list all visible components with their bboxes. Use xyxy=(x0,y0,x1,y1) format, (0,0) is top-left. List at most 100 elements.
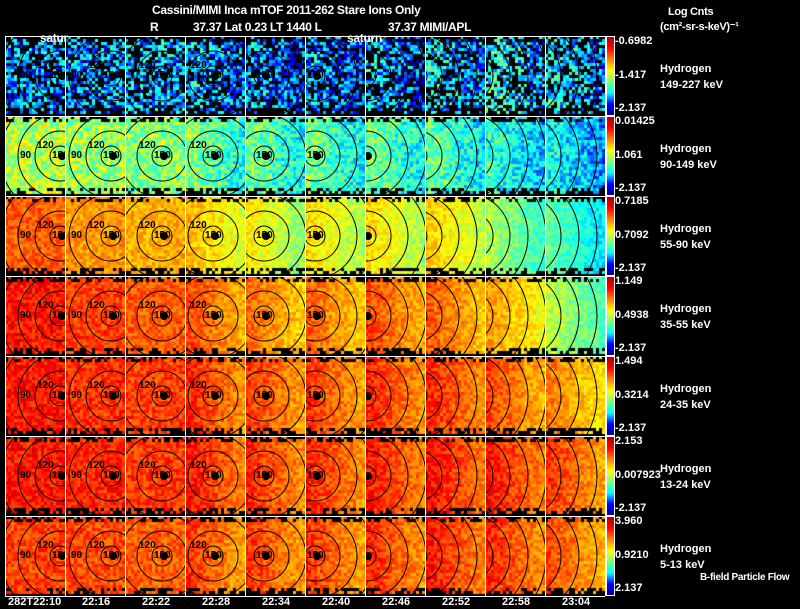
contour-line xyxy=(410,276,425,356)
species-label: Hydrogen 24-35 keV xyxy=(660,381,711,413)
contour-line xyxy=(151,145,173,167)
heatmap-cells xyxy=(485,196,545,276)
contour-line xyxy=(534,116,545,196)
pitch-angle-contours: 150 xyxy=(245,276,305,356)
heatmap-cells xyxy=(245,116,305,196)
contour-line xyxy=(136,130,185,182)
time-tick-label: 22:34 xyxy=(262,596,291,608)
contour-line xyxy=(202,65,224,87)
heatmap-cells xyxy=(485,276,545,356)
panel-r1-c0: 15012090 xyxy=(5,116,65,196)
contour-line xyxy=(34,50,65,102)
pitch-angle-contours: 15012090 xyxy=(65,116,125,196)
contour-line xyxy=(187,290,239,342)
contour-line xyxy=(365,465,377,487)
heatmap-cells xyxy=(245,196,305,276)
heatmap-cells xyxy=(245,436,305,516)
contour-line xyxy=(187,450,239,502)
pitch-angle-contours xyxy=(485,116,545,196)
colorbar xyxy=(606,196,615,276)
contour-line xyxy=(365,530,392,582)
contour-label: 120 xyxy=(139,460,156,471)
panel-r2-c4: 150 xyxy=(245,196,305,276)
field-direction-marker xyxy=(365,72,372,80)
contour-line xyxy=(305,545,326,567)
contour-line xyxy=(534,276,545,356)
heatmap-cells xyxy=(485,116,545,196)
contour-line xyxy=(365,225,377,247)
energy-range: 13-24 keV xyxy=(660,479,711,491)
contour-line xyxy=(49,145,65,167)
contour-line xyxy=(377,276,409,356)
contour-line xyxy=(85,130,125,182)
contour-line xyxy=(563,36,580,116)
field-direction-marker xyxy=(365,312,372,320)
contour-line xyxy=(365,516,425,596)
pitch-angle-contours xyxy=(425,116,485,196)
contour-line xyxy=(68,436,125,516)
species-name: Hydrogen xyxy=(660,543,712,555)
panel-r5-c7 xyxy=(425,436,485,516)
pitch-angle-contours: 150 xyxy=(305,36,365,116)
contour-line xyxy=(410,196,425,276)
field-direction-marker xyxy=(262,552,270,560)
panel-r5-c1: 15012090 xyxy=(65,436,125,516)
species-label: Hydrogen 13-24 keV xyxy=(660,461,711,493)
field-direction-marker xyxy=(160,472,168,480)
field-direction-marker xyxy=(365,472,372,480)
field-direction-marker xyxy=(262,472,270,480)
time-tick-label: 22:16 xyxy=(82,596,111,608)
time-tick-label: 22:40 xyxy=(322,596,351,608)
pitch-angle-contours: 150120 xyxy=(185,116,245,196)
contour-label: 120 xyxy=(139,540,156,551)
contour-line xyxy=(187,50,239,102)
panel-divider xyxy=(5,516,605,517)
contour-line xyxy=(485,537,494,575)
contour-line xyxy=(461,356,478,436)
contour-line xyxy=(34,450,65,502)
panel-r3-c3: 150120 xyxy=(185,276,245,356)
contour-line xyxy=(136,370,185,422)
contour-label: 120 xyxy=(139,300,156,311)
field-direction-marker xyxy=(313,552,321,560)
panel-divider xyxy=(125,36,126,596)
contour-label: 120 xyxy=(88,140,105,151)
panel-r3-c8 xyxy=(485,276,545,356)
contour-line xyxy=(512,436,529,516)
contour-line xyxy=(425,211,443,261)
pitch-angle-contours: 15012090 xyxy=(5,356,65,436)
pitch-angle-contours xyxy=(425,356,485,436)
contour-line xyxy=(100,465,122,487)
contour-line xyxy=(326,436,358,516)
contour-line xyxy=(585,516,598,596)
pitch-angle-contours: 150120 xyxy=(185,516,245,596)
contour-line xyxy=(461,516,478,596)
contour-line xyxy=(365,145,377,167)
contour-line xyxy=(305,385,326,407)
contour-line xyxy=(187,130,239,182)
panel-r3-c5: 150 xyxy=(305,276,365,356)
panel-r6-c4: 150 xyxy=(245,516,305,596)
contour-line xyxy=(326,516,358,596)
pitch-angle-contours xyxy=(485,356,545,436)
pitch-angle-contours: 15012090 xyxy=(65,36,125,116)
heatmap-cells xyxy=(425,276,485,356)
contour-line xyxy=(545,42,562,110)
contour-line xyxy=(545,282,562,350)
field-direction-marker xyxy=(313,232,321,240)
field-direction-marker xyxy=(313,392,321,400)
heatmap-cells xyxy=(545,116,605,196)
contour-label: 120 xyxy=(37,540,54,551)
field-direction-marker xyxy=(109,472,117,480)
panel-divider xyxy=(5,196,605,197)
contour-label: 90 xyxy=(71,310,83,321)
panel-r6-c9 xyxy=(545,516,605,596)
pitch-angle-contours: 150 xyxy=(245,436,305,516)
contour-line xyxy=(100,145,122,167)
panel-divider xyxy=(5,116,605,117)
heatmap-cells xyxy=(485,436,545,516)
contour-line xyxy=(326,276,358,356)
contour-line xyxy=(563,436,580,516)
colorbar-cmid-label: 1.061 xyxy=(615,149,643,161)
contour-line xyxy=(34,370,65,422)
